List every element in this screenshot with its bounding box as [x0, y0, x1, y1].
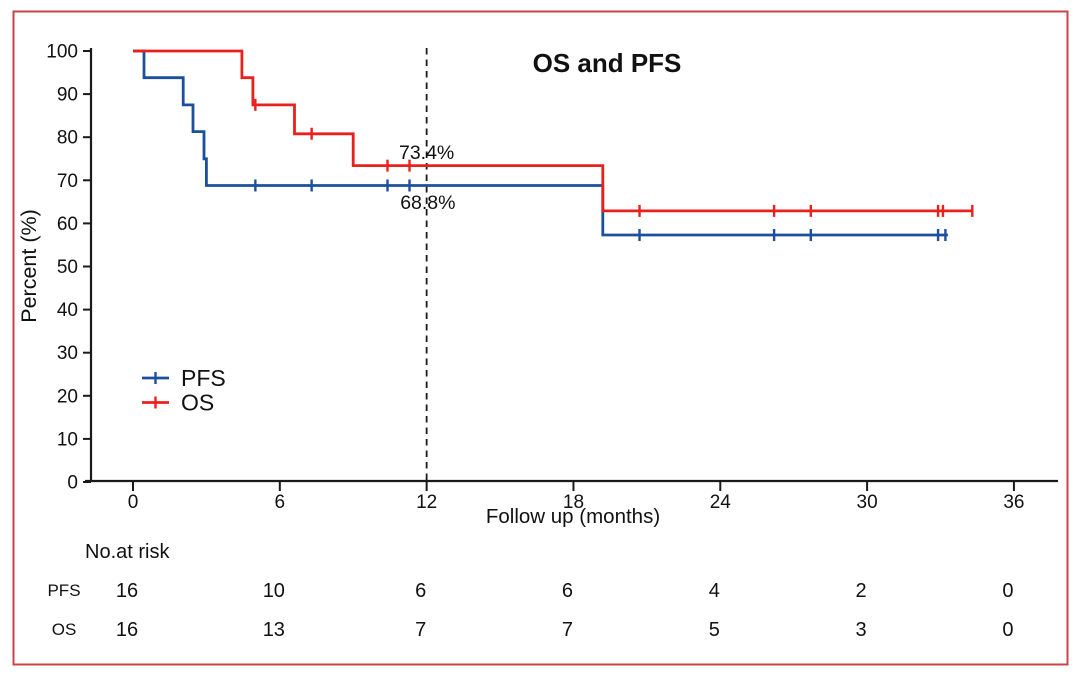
risk-value-pfs: 10	[263, 580, 285, 602]
x-axis-label: Follow up (months)	[486, 505, 660, 528]
risk-value-pfs: 16	[116, 580, 138, 602]
x-tick-label: 30	[857, 492, 878, 513]
risk-value-os: 16	[116, 619, 138, 641]
x-tick-label: 24	[710, 492, 732, 513]
legend-pfs-label: PFS	[181, 365, 226, 391]
x-tick-label: 12	[416, 492, 437, 513]
risk-value-os: 5	[709, 619, 720, 641]
y-axis-label: Percent (%)	[17, 209, 41, 323]
risk-value-os: 13	[263, 619, 285, 641]
x-tick-label: 18	[563, 492, 584, 513]
risk-value-pfs: 0	[1002, 580, 1013, 602]
risk-value-os: 7	[562, 619, 573, 641]
y-tick-label: 80	[57, 128, 78, 149]
risk-value-pfs: 4	[709, 580, 720, 602]
y-tick-label: 70	[57, 171, 78, 192]
x-tick-label: 6	[275, 492, 286, 513]
y-tick-label: 0	[67, 473, 78, 494]
risk-value-os: 0	[1002, 619, 1013, 641]
risk-value-os: 3	[856, 619, 867, 641]
os-percent-annotation: 73.4%	[399, 142, 454, 164]
y-tick-label: 40	[57, 300, 78, 321]
risk-row-label-pfs: PFS	[47, 581, 80, 600]
y-tick-label: 30	[57, 343, 78, 364]
risk-row-label-os: OS	[52, 620, 77, 639]
risk-value-os: 7	[415, 619, 426, 641]
os-survival-curve	[133, 49, 973, 213]
risk-value-pfs: 2	[856, 580, 867, 602]
x-tick-label: 0	[128, 492, 139, 513]
axes-layer: 0 10 20 30 40 50 60 70 80 90 100 0 6 12 18 24 30 36	[46, 42, 1058, 513]
risk-value-pfs: 6	[415, 580, 426, 602]
risk-table-layer: PFS 16 10 6 6 4 2 0 OS 16 13 7 7 5 3 0	[47, 580, 1013, 641]
curves-layer	[133, 49, 974, 242]
y-tick-label: 20	[57, 386, 78, 407]
risk-table-header: No.at risk	[85, 541, 170, 563]
pfs-survival-curve	[133, 49, 948, 237]
figure-border	[12, 10, 1069, 666]
chart-title: OS and PFS	[533, 48, 682, 78]
legend-os-label: OS	[181, 390, 214, 416]
y-tick-label: 50	[57, 257, 78, 278]
x-tick-label: 36	[1003, 492, 1024, 513]
risk-value-pfs: 6	[562, 580, 573, 602]
y-tick-label: 60	[57, 214, 78, 235]
y-tick-label: 100	[46, 42, 78, 63]
pfs-percent-annotation: 68.8%	[400, 192, 455, 214]
y-tick-label: 10	[57, 429, 78, 450]
y-tick-label: 90	[57, 85, 78, 106]
